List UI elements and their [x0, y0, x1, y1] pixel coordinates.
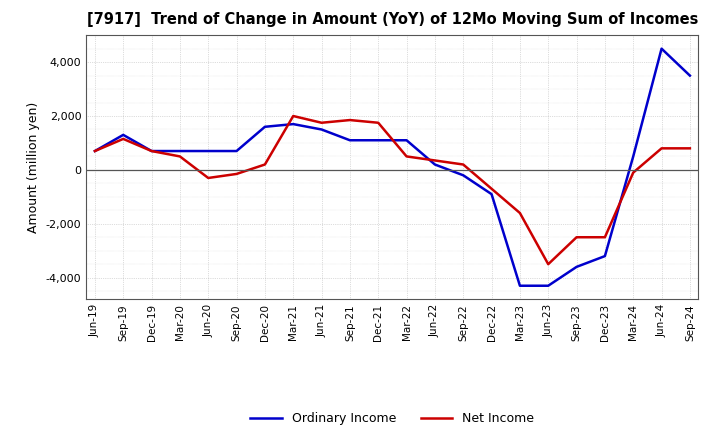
Ordinary Income [233, 148, 241, 154]
Net Income [629, 170, 637, 175]
Net Income [119, 136, 127, 142]
Net Income [402, 154, 411, 159]
Line: Net Income: Net Income [95, 116, 690, 264]
Ordinary Income [600, 253, 609, 259]
Title: [7917]  Trend of Change in Amount (YoY) of 12Mo Moving Sum of Incomes: [7917] Trend of Change in Amount (YoY) o… [86, 12, 698, 27]
Net Income [544, 261, 552, 267]
Net Income [233, 171, 241, 176]
Ordinary Income [572, 264, 581, 270]
Net Income [374, 120, 382, 125]
Ordinary Income [148, 148, 156, 154]
Ordinary Income [204, 148, 212, 154]
Ordinary Income [289, 121, 297, 127]
Net Income [176, 154, 184, 159]
Net Income [459, 162, 467, 167]
Ordinary Income [629, 154, 637, 159]
Legend: Ordinary Income, Net Income: Ordinary Income, Net Income [246, 407, 539, 430]
Ordinary Income [318, 127, 326, 132]
Ordinary Income [657, 46, 666, 51]
Ordinary Income [374, 138, 382, 143]
Ordinary Income [119, 132, 127, 138]
Net Income [572, 235, 581, 240]
Net Income [318, 120, 326, 125]
Ordinary Income [91, 148, 99, 154]
Ordinary Income [431, 162, 439, 167]
Line: Ordinary Income: Ordinary Income [95, 49, 690, 286]
Ordinary Income [685, 73, 694, 78]
Net Income [289, 114, 297, 119]
Net Income [261, 162, 269, 167]
Net Income [346, 117, 354, 123]
Net Income [657, 146, 666, 151]
Ordinary Income [459, 172, 467, 178]
Net Income [487, 186, 496, 191]
Net Income [685, 146, 694, 151]
Net Income [516, 210, 524, 216]
Net Income [148, 148, 156, 154]
Y-axis label: Amount (million yen): Amount (million yen) [27, 102, 40, 233]
Net Income [431, 158, 439, 163]
Ordinary Income [261, 124, 269, 129]
Ordinary Income [176, 148, 184, 154]
Net Income [600, 235, 609, 240]
Ordinary Income [544, 283, 552, 288]
Ordinary Income [487, 191, 496, 197]
Ordinary Income [346, 138, 354, 143]
Ordinary Income [516, 283, 524, 288]
Net Income [91, 148, 99, 154]
Ordinary Income [402, 138, 411, 143]
Net Income [204, 175, 212, 180]
